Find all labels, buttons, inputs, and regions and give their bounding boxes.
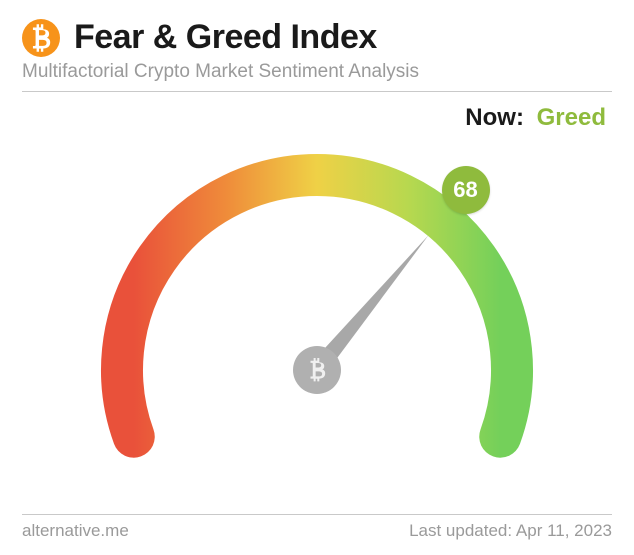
page-subtitle: Multifactorial Crypto Market Sentiment A… [22,61,612,83]
card-header: Fear & Greed Index [22,18,612,59]
status-row: Now: Greed [22,104,612,132]
bitcoin-icon [22,19,60,57]
header-rule [22,91,612,92]
footer-updated-label: Last updated: [409,521,512,540]
footer-updated: Last updated: Apr 11, 2023 [409,521,612,541]
page-title: Fear & Greed Index [74,18,377,57]
score-bubble: 68 [442,166,490,214]
footer-row: alternative.me Last updated: Apr 11, 202… [22,521,612,541]
status-value: Greed [537,104,606,131]
gauge-container: 68 [22,140,612,470]
status-label: Now: [465,104,524,131]
score-value: 68 [453,177,477,203]
gauge-arc [122,175,512,437]
fear-greed-card: Fear & Greed Index Multifactorial Crypto… [0,0,634,555]
bitcoin-glyph [30,24,52,52]
footer-updated-value: Apr 11, 2023 [516,521,612,540]
footer-source: alternative.me [22,521,129,541]
card-footer: alternative.me Last updated: Apr 11, 202… [22,510,612,541]
footer-rule [22,514,612,515]
